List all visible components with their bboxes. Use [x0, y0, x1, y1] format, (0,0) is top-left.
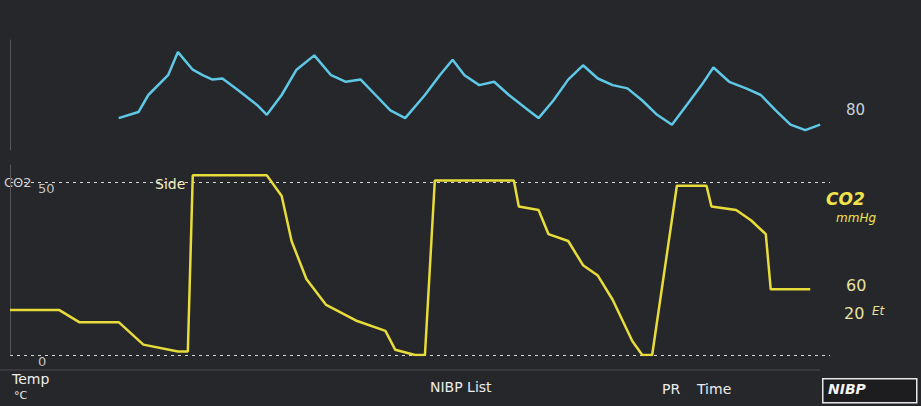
svg-text:Side: Side [155, 176, 185, 192]
svg-text:PR: PR [662, 381, 680, 397]
svg-text:Time: Time [696, 381, 731, 397]
svg-text:NIBP List: NIBP List [430, 379, 492, 395]
svg-text:50: 50 [38, 181, 55, 196]
svg-text:60: 60 [846, 276, 866, 295]
svg-text:°C: °C [14, 389, 28, 402]
svg-text:mmHg: mmHg [836, 211, 876, 225]
svg-text:20: 20 [844, 304, 864, 323]
svg-text:Et: Et [872, 304, 886, 318]
svg-text:NIBP: NIBP [828, 381, 867, 397]
svg-text:0: 0 [38, 354, 46, 369]
svg-text:80: 80 [846, 101, 865, 119]
svg-text:Temp: Temp [11, 371, 49, 387]
svg-text:CO2: CO2 [826, 189, 865, 209]
svg-text:CO2: CO2 [4, 175, 32, 190]
